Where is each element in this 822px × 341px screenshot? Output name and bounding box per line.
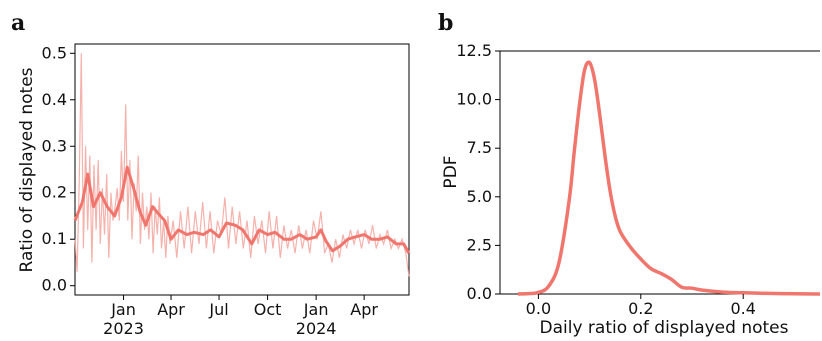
panel-a-ylabel: Ratio of displayed notes xyxy=(17,67,37,272)
panel-a-smoothed-line xyxy=(73,165,411,254)
panel-a-xtick-year: 2023 xyxy=(103,319,144,338)
panel-a-daily-line xyxy=(74,53,410,277)
panel-a-letter: a xyxy=(11,10,25,36)
panel-b-kde-series xyxy=(517,60,821,296)
panel-b-kde-line xyxy=(517,60,821,296)
panel-b-letter: b xyxy=(438,10,453,36)
panel-b-xlabel: Daily ratio of displayed notes xyxy=(540,318,789,338)
panel-b-ytick-label: 0.0 xyxy=(467,284,492,303)
panel-a-daily-series xyxy=(74,53,410,277)
panel-b: b 0.0 2.5 5.0 7.5 10.0 12.5 0.0 0.2 0.4 PDF Dai… xyxy=(438,10,821,338)
panel-b-ytick-label: 7.5 xyxy=(467,138,492,157)
panel-b-ytick-label: 5.0 xyxy=(467,187,492,206)
panel-b-ytick-label: 2.5 xyxy=(467,235,492,254)
panel-a-ytick-label: 0.3 xyxy=(42,136,67,155)
panel-a-ytick-label: 0.1 xyxy=(42,229,67,248)
panel-a-frame xyxy=(74,43,410,296)
panel-a-ytick-label: 0.5 xyxy=(42,43,67,62)
panel-a-xtick-year: 2024 xyxy=(296,319,337,338)
panel-b-ylabel: PDF xyxy=(441,155,461,188)
panel-b-xtick-label: 0.4 xyxy=(730,299,755,318)
panel-a-ytick-label: 0.2 xyxy=(42,183,67,202)
panel-a-xtick-label: Jul xyxy=(208,300,228,319)
panel-b-x-ticks: 0.0 0.2 0.4 xyxy=(526,294,756,318)
panel-b-xtick-label: 0.2 xyxy=(628,299,653,318)
panel-a-smoothed-series xyxy=(73,165,411,254)
panel-a-ytick-label: 0.4 xyxy=(42,90,67,109)
panel-a-xtick-label: Jan xyxy=(303,300,329,319)
panel-b-ytick-label: 12.5 xyxy=(456,41,492,60)
panel-a-xtick-label: Apr xyxy=(157,300,185,319)
panel-b-ytick-label: 10.0 xyxy=(456,90,492,109)
panel-a-y-ticks: 0.0 0.1 0.2 0.3 0.4 0.5 xyxy=(42,43,75,295)
panel-a-xtick-label: Jan xyxy=(110,300,136,319)
panel-b-xtick-label: 0.0 xyxy=(526,299,551,318)
panel-a-ytick-label: 0.0 xyxy=(42,276,67,295)
panel-b-y-ticks: 0.0 2.5 5.0 7.5 10.0 12.5 xyxy=(456,41,500,303)
panel-a-xtick-label: Apr xyxy=(350,300,378,319)
panel-a-xtick-label: Oct xyxy=(254,300,282,319)
